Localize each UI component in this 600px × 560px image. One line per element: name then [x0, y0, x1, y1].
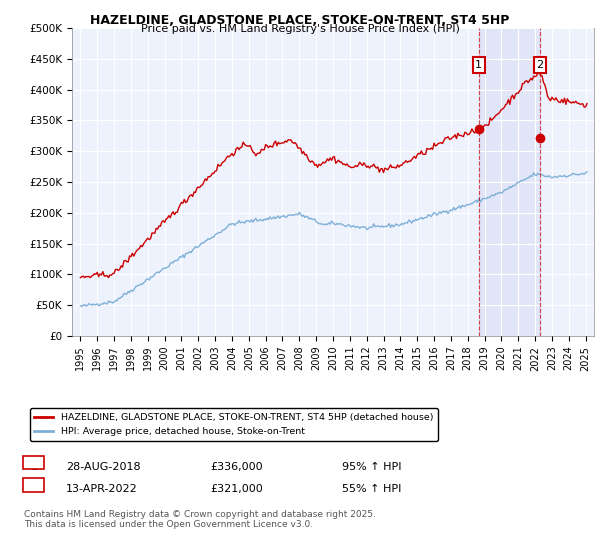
- Text: 28-AUG-2018: 28-AUG-2018: [66, 462, 140, 472]
- Text: Price paid vs. HM Land Registry's House Price Index (HPI): Price paid vs. HM Land Registry's House …: [140, 24, 460, 34]
- Text: 2: 2: [536, 60, 544, 70]
- Text: 1: 1: [24, 462, 38, 472]
- Text: 13-APR-2022: 13-APR-2022: [66, 484, 138, 494]
- Text: £336,000: £336,000: [210, 462, 263, 472]
- Text: 95% ↑ HPI: 95% ↑ HPI: [342, 462, 401, 472]
- Bar: [479, 28, 540, 336]
- Text: HAZELDINE, GLADSTONE PLACE, STOKE-ON-TRENT, ST4 5HP: HAZELDINE, GLADSTONE PLACE, STOKE-ON-TRE…: [91, 14, 509, 27]
- Text: £321,000: £321,000: [210, 484, 263, 494]
- Text: 2: 2: [24, 484, 38, 494]
- Text: 1: 1: [475, 60, 482, 70]
- Text: 55% ↑ HPI: 55% ↑ HPI: [342, 484, 401, 494]
- Text: Contains HM Land Registry data © Crown copyright and database right 2025.
This d: Contains HM Land Registry data © Crown c…: [24, 510, 376, 529]
- Legend: HAZELDINE, GLADSTONE PLACE, STOKE-ON-TRENT, ST4 5HP (detached house), HPI: Avera: HAZELDINE, GLADSTONE PLACE, STOKE-ON-TRE…: [30, 408, 438, 441]
